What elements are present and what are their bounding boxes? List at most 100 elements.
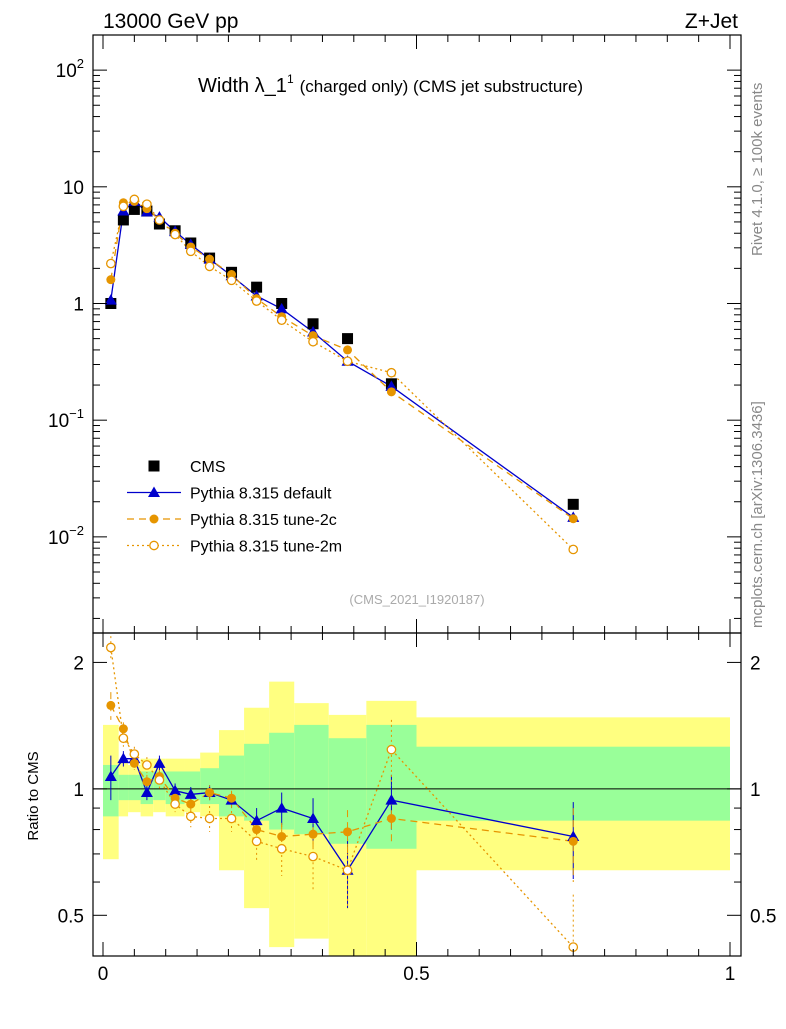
main-series-0-point xyxy=(307,318,319,330)
ratio-series-2-point xyxy=(251,836,262,847)
main-series-3-point xyxy=(142,199,152,210)
main-y-tick-label: 10−2 xyxy=(48,523,84,549)
ratio-series-0-point xyxy=(104,770,117,782)
ratio-series-2-point xyxy=(386,744,397,755)
main-y-tick-label: 1 xyxy=(73,294,84,315)
ratio-series-0-point xyxy=(117,752,130,764)
x-tick-label: 0 xyxy=(98,964,109,985)
ratio-series-1-point xyxy=(227,793,237,803)
ratio-series-1-point xyxy=(186,799,196,809)
ratio-series-2-point xyxy=(185,811,196,822)
legend-label: Pythia 8.315 default xyxy=(190,486,332,503)
main-series-0-point xyxy=(342,333,354,345)
ratio-series-2-point xyxy=(226,813,237,824)
ratio-series-2-point xyxy=(204,813,215,824)
main-series-3-point xyxy=(185,246,196,257)
main-series-1-point xyxy=(275,302,288,314)
ratio-series-1-point xyxy=(386,814,396,824)
ratio-inner-band xyxy=(128,774,141,801)
legend-label: Pythia 8.315 tune-2m xyxy=(190,539,342,556)
ratio-series-1-point xyxy=(142,777,152,787)
main-series-3-point xyxy=(170,229,180,240)
legend-marker xyxy=(149,514,159,524)
rivet-label: Rivet 4.1.0, ≥ 100k events xyxy=(749,83,766,256)
main-series-2-point xyxy=(343,345,353,355)
main-y-tick-label: 10−1 xyxy=(48,406,84,432)
ratio-series-0-point xyxy=(169,784,182,796)
legend: CMS Pythia 8.315 default Pythia 8.315 tune… xyxy=(127,459,342,556)
ratio-inner-band xyxy=(118,774,129,801)
ratio-series-0-point xyxy=(275,802,288,813)
main-series-2-point xyxy=(106,275,116,285)
ratio-series-1-point xyxy=(129,758,139,768)
main-series-3-point xyxy=(276,315,287,325)
legend-label: Pythia 8.315 tune-2c xyxy=(190,512,337,529)
main-series-3-point xyxy=(568,544,579,555)
main-series-line-2 xyxy=(110,200,574,520)
ratio-series-0-point xyxy=(140,786,153,798)
main-series-0-point xyxy=(128,203,140,215)
main-series-3-point xyxy=(129,194,140,205)
main-series-3-point xyxy=(308,336,318,347)
main-series-2-point xyxy=(568,514,578,524)
ratio-panel: 0.5 0.5 1 1 2 2 0 0.5 1 Ratio to CMS xyxy=(25,632,776,985)
ratio-series-2-point xyxy=(276,843,287,854)
ratio-series-0-point xyxy=(184,788,197,799)
plot-title-superscript: 1 xyxy=(287,72,294,86)
main-series-0-point xyxy=(251,281,263,293)
ratio-series-2-point xyxy=(170,799,180,809)
ratio-series-1-point xyxy=(205,788,215,798)
ratio-y-tick-label: 2 xyxy=(73,653,84,674)
ratio-y-tick-label-right: 1 xyxy=(750,780,761,801)
ratio-series-1-point xyxy=(252,825,262,835)
ratio-series-1-point xyxy=(343,827,353,837)
ratio-series-2-point xyxy=(105,642,116,653)
legend-marker xyxy=(148,460,160,472)
analysis-label: (CMS_2021_I1920187) xyxy=(349,592,484,607)
main-series-2-point xyxy=(386,387,396,397)
legend-marker xyxy=(148,486,160,497)
main-series-line-3 xyxy=(110,198,574,550)
collision-label: 13000 GeV pp xyxy=(103,10,238,33)
ratio-inner-band xyxy=(244,743,270,821)
ratio-series-2-point xyxy=(118,733,129,744)
main-series-3-point xyxy=(204,261,215,272)
plot-title: Width λ_11 (charged only) (CMS jet substr… xyxy=(198,72,583,97)
plot-subtitle: (charged only) (CMS jet substructure) xyxy=(300,77,583,96)
main-y-tick-label: 102 xyxy=(56,56,84,82)
ratio-series-1-point xyxy=(308,829,318,839)
main-series-3-point xyxy=(118,201,129,212)
main-series-3-point xyxy=(342,356,353,367)
main-series-1-point xyxy=(104,294,117,305)
ratio-series-2-point xyxy=(154,775,165,785)
main-series-3-point xyxy=(386,367,397,378)
ratio-series-1-point xyxy=(118,724,128,734)
ratio-series-1-point xyxy=(277,832,287,842)
ratio-series-line-2 xyxy=(110,647,574,948)
main-series-3-point xyxy=(154,215,165,225)
ratio-series-0-point xyxy=(385,794,398,805)
main-series-3-point xyxy=(226,275,237,286)
ratio-series-1-point xyxy=(106,700,116,710)
x-tick-label: 1 xyxy=(725,964,736,985)
ratio-series-2-point xyxy=(142,760,152,770)
main-series-3-point xyxy=(251,296,262,306)
ratio-series-2-point xyxy=(342,865,353,876)
ratio-series-0-point xyxy=(250,814,263,826)
main-series-3-point xyxy=(105,258,116,269)
plot-title-main: Width λ_1 xyxy=(198,75,287,97)
legend-marker xyxy=(149,540,159,551)
ratio-series-0-point xyxy=(153,757,166,768)
ratio-series-2-point xyxy=(129,749,140,759)
ratio-series-2-point xyxy=(308,851,318,862)
ratio-y-axis-label: Ratio to CMS xyxy=(25,751,42,840)
main-series-0-point xyxy=(567,498,579,510)
main-series-1-point xyxy=(385,380,398,391)
main-series-0-point xyxy=(117,214,129,226)
main-y-tick-label: 10 xyxy=(63,178,84,199)
ratio-y-tick-label-right: 2 xyxy=(750,653,761,674)
process-label: Z+Jet xyxy=(685,10,738,33)
mcplots-label: mcplots.cern.ch [arXiv:1306.3436] xyxy=(749,401,766,628)
